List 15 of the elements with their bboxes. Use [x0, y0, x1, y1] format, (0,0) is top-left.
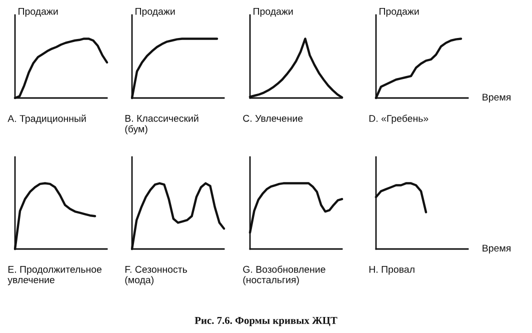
- y-axis-title: Продажи: [136, 8, 175, 17]
- text: G. Возобновление (ностальгия): [243, 266, 326, 286]
- x-axis-title: Время: [482, 94, 510, 103]
- text: C. Увлечение: [243, 114, 303, 122]
- y-axis-title: Продажи: [380, 8, 419, 17]
- text: D. «Гребень»: [369, 114, 428, 124]
- text: Рис. 7.6. Формы кривых ЖЦТ: [194, 316, 338, 326]
- y-axis-title: Продажи: [18, 8, 58, 17]
- text: F. Сезонность (мода): [125, 266, 187, 286]
- x-axis-title: Время: [482, 244, 510, 254]
- text: E. Продолжительное увлечение: [8, 266, 102, 286]
- y-axis-title: Продажи: [254, 8, 293, 17]
- text: B. Классический (бум): [125, 114, 198, 134]
- text: H. Провал: [369, 266, 414, 275]
- text: A. Традиционный: [8, 114, 86, 124]
